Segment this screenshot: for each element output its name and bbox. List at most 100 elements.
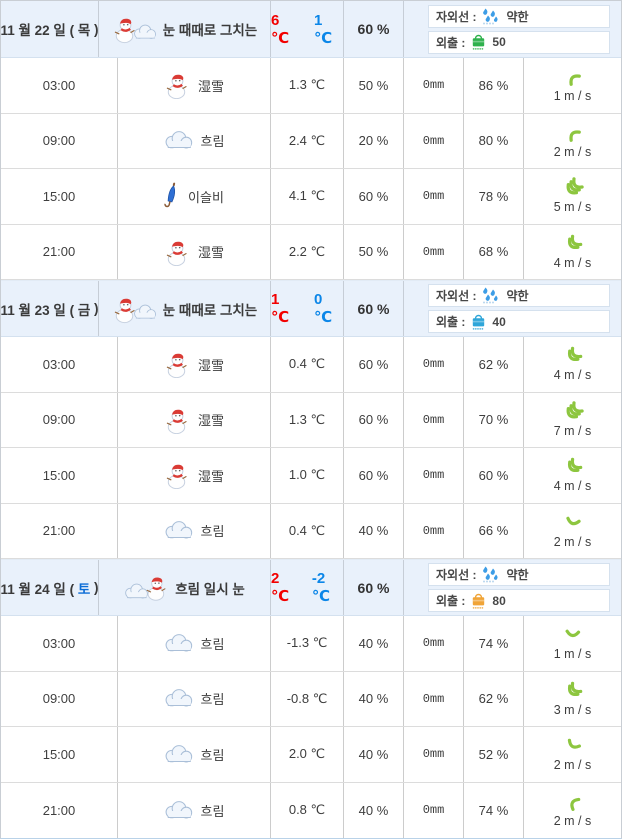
- rainfall-cell: 0mm: [404, 58, 464, 113]
- day-header-row: 11 월 23 일 ( 금 ) 눈 때때로 그치는 1 ℃ 0 ℃ 60 % 자…: [0, 280, 621, 337]
- wind-direction-icon: [562, 792, 583, 813]
- weather-cell: 흐림: [118, 782, 271, 838]
- wind-speed: 1 m / s: [553, 647, 592, 662]
- date-prefix: 11 월 24 일 (: [0, 581, 78, 597]
- humidity-cell: 86 %: [464, 58, 524, 113]
- uv-box: 자외선 : 약한: [428, 284, 610, 307]
- wind-direction-icon: [562, 346, 583, 367]
- hourly-forecast-row: 15:00 이슬비 4.1 ℃ 60 % 0mm 78 % 5 m / s: [1, 169, 621, 225]
- weekday-label: 금: [77, 302, 91, 318]
- temperature-cell: -0.8 ℃: [271, 671, 344, 726]
- time-cell: 09:00: [1, 671, 118, 726]
- wind-direction-icon: [562, 67, 583, 88]
- weather-desc: 흐림: [200, 524, 225, 540]
- weather-cell: 湿雪: [118, 58, 271, 113]
- time-cell: 03:00: [1, 337, 118, 392]
- rainfall-cell: 0mm: [404, 503, 464, 558]
- weather-icon: [164, 521, 193, 540]
- rainfall-cell: 0mm: [404, 224, 464, 279]
- weather-desc: 흐림: [200, 636, 225, 652]
- temperature-cell: -1.3 ℃: [271, 616, 344, 671]
- rainfall-cell: 0mm: [404, 616, 464, 671]
- hourly-forecast-row: 09:00 흐림 -0.8 ℃ 40 % 0mm 62 % 3 m / s: [1, 671, 621, 727]
- outing-label: 외출 :: [436, 594, 466, 608]
- temperature-cell: 0.4 ℃: [271, 337, 344, 392]
- precip-prob-cell: 40 %: [344, 616, 404, 671]
- wind-direction-icon: [562, 234, 583, 255]
- hourly-forecast-row: 03:00 湿雪 0.4 ℃ 60 % 0mm 62 % 4 m / s: [1, 337, 621, 393]
- day-summary-cell: 눈 때때로 그치는: [99, 1, 271, 57]
- precip-prob-cell: 60 %: [344, 392, 404, 447]
- humidity-cell: 52 %: [464, 727, 524, 782]
- humidity-cell: 62 %: [464, 671, 524, 726]
- weather-cell: 이슬비: [118, 169, 271, 224]
- temperature-cell: 1.3 ℃: [271, 392, 344, 447]
- wind-direction-icon: [562, 457, 583, 478]
- precip-prob-cell: 60 %: [344, 169, 404, 224]
- rainfall-cell: 0mm: [404, 448, 464, 503]
- wind-speed: 4 m / s: [553, 479, 592, 494]
- weather-desc: 湿雪: [197, 78, 224, 94]
- date-cell: 11 월 23 일 ( 금 ): [0, 281, 99, 336]
- wind-speed: 2 m / s: [553, 814, 592, 829]
- precip-prob-cell: 40 %: [344, 727, 404, 782]
- weather-cell: 흐림: [118, 616, 271, 671]
- hourly-forecast-row: 03:00 흐림 -1.3 ℃ 40 % 0mm 74 % 1 m / s: [1, 616, 621, 672]
- weather-icon: [164, 71, 190, 100]
- high-temp: 1 ℃: [271, 291, 290, 326]
- day-summary-text: 흐림 일시 눈: [175, 581, 245, 597]
- temperature-cell: 1.3 ℃: [271, 58, 344, 113]
- outing-bag-icon: [470, 593, 487, 609]
- hour-rows: 03:00 흐림 -1.3 ℃ 40 % 0mm 74 % 1 m / s 09…: [1, 616, 621, 838]
- day-extra-cell: 자외선 : 약한 외출 : 40: [404, 281, 621, 336]
- precip-prob-cell: 20 %: [344, 113, 404, 168]
- uv-rain-icon: [481, 8, 501, 25]
- time-cell: 15:00: [1, 169, 118, 224]
- wind-cell: 2 m / s: [524, 114, 621, 169]
- outing-label: 외출 :: [436, 315, 466, 329]
- wind-cell: 3 m / s: [524, 672, 621, 727]
- wind-cell: 1 m / s: [524, 616, 621, 671]
- day-precip-prob-cell: 60 %: [344, 560, 404, 615]
- wind-speed: 4 m / s: [553, 255, 592, 270]
- weather-cell: 흐림: [118, 727, 271, 782]
- day-summary-cell: 흐림 일시 눈: [99, 560, 271, 615]
- humidity-cell: 78 %: [464, 169, 524, 224]
- date-suffix: ): [90, 301, 99, 316]
- temperature-cell: 2.0 ℃: [271, 727, 344, 782]
- weather-icon: [164, 350, 190, 379]
- wind-cell: 2 m / s: [524, 727, 621, 782]
- time-cell: 21:00: [1, 224, 118, 279]
- wind-speed: 2 m / s: [553, 144, 592, 159]
- wind-speed: 3 m / s: [553, 702, 592, 717]
- day-temps-cell: 2 ℃ -2 ℃: [271, 560, 344, 615]
- humidity-cell: 66 %: [464, 503, 524, 558]
- day-forecast-block: 11 월 22 일 ( 목 ) 눈 때때로 그치는 6 ℃ 1 ℃ 60 % 자…: [0, 1, 621, 280]
- temperature-cell: 0.4 ℃: [271, 503, 344, 558]
- time-cell: 21:00: [1, 782, 118, 838]
- outing-score: 50: [492, 35, 506, 49]
- high-temp: 2 ℃: [271, 570, 290, 605]
- temperature-cell: 2.4 ℃: [271, 113, 344, 168]
- date-suffix: ): [90, 21, 99, 37]
- wind-cell: 5 m / s: [524, 169, 621, 224]
- humidity-cell: 70 %: [464, 392, 524, 447]
- weather-cell: 湿雪: [118, 448, 271, 503]
- weekday-label: 목: [77, 23, 91, 38]
- precip-prob-cell: 60 %: [344, 448, 404, 503]
- hour-rows: 03:00 湿雪 0.4 ℃ 60 % 0mm 62 % 4 m / s 09:…: [1, 337, 621, 559]
- weather-icon: [164, 800, 193, 820]
- rainfall-cell: 0mm: [404, 727, 464, 782]
- date-suffix: ): [90, 580, 99, 595]
- wind-cell: 4 m / s: [524, 448, 621, 503]
- day-header-row: 11 월 22 일 ( 목 ) 눈 때때로 그치는 6 ℃ 1 ℃ 60 % 자…: [0, 1, 621, 58]
- weather-desc: 흐림: [200, 692, 225, 708]
- day-temps-cell: 1 ℃ 0 ℃: [271, 281, 344, 336]
- rainfall-cell: 0mm: [404, 337, 464, 392]
- wind-direction-icon: [562, 401, 584, 423]
- uv-box: 자외선 : 약한: [428, 4, 610, 28]
- precip-prob-cell: 50 %: [344, 224, 404, 279]
- low-temp: 0 ℃: [314, 291, 333, 326]
- weather-icon: [164, 689, 193, 708]
